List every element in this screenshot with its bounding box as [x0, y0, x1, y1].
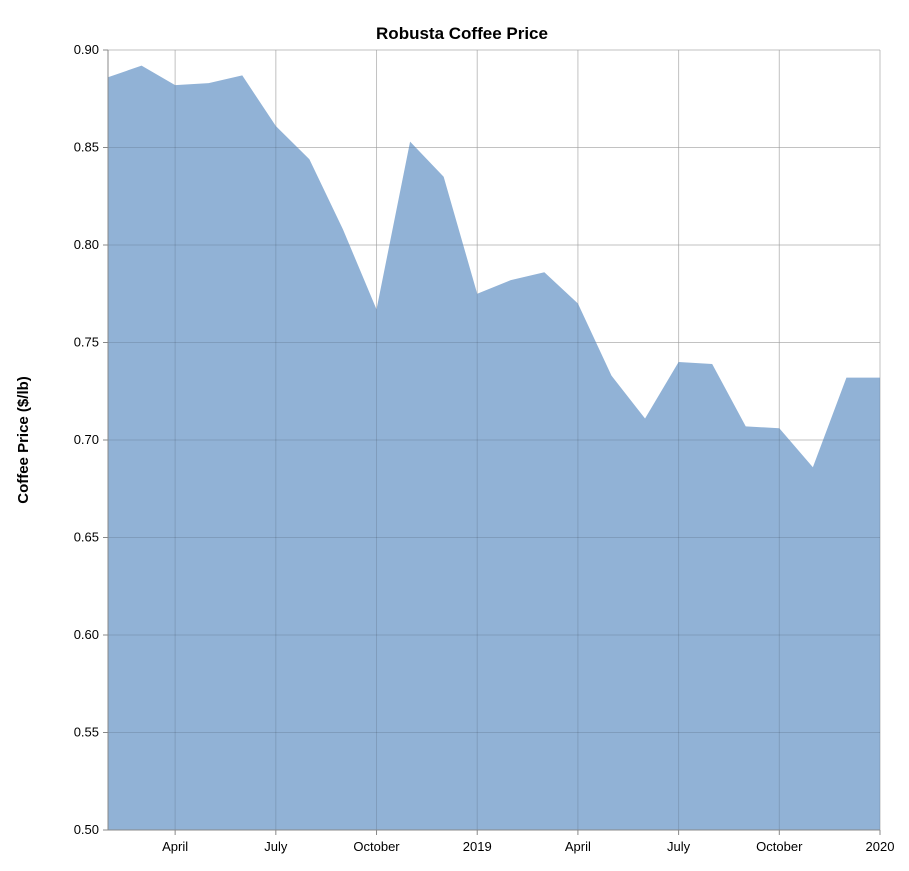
y-tick-label: 0.75: [74, 335, 99, 350]
x-tick-label: July: [264, 839, 288, 854]
x-tick-label: 2019: [463, 839, 492, 854]
y-tick-label: 0.80: [74, 237, 99, 252]
price-area: [108, 65, 880, 831]
x-tick-label: 2020: [866, 839, 895, 854]
y-axis-label: Coffee Price ($/lb): [15, 376, 32, 504]
x-tick-label: April: [162, 839, 188, 854]
y-tick-label: 0.55: [74, 725, 99, 740]
y-tick-label: 0.70: [74, 432, 99, 447]
y-tick-label: 0.90: [74, 42, 99, 57]
y-tick-label: 0.85: [74, 140, 99, 155]
x-tick-label: October: [756, 839, 803, 854]
x-tick-label: October: [353, 839, 400, 854]
chart-title: Robusta Coffee Price: [376, 24, 548, 43]
x-tick-label: July: [667, 839, 691, 854]
y-tick-label: 0.50: [74, 822, 99, 837]
area-series: [108, 49, 881, 831]
x-tick-label: April: [565, 839, 591, 854]
y-tick-label: 0.60: [74, 627, 99, 642]
axes: 0.50 0.55 0.60 0.65 0.70 0.75 0.80 0.85 0.90 Apri…: [74, 42, 895, 854]
y-tick-label: 0.65: [74, 530, 99, 545]
